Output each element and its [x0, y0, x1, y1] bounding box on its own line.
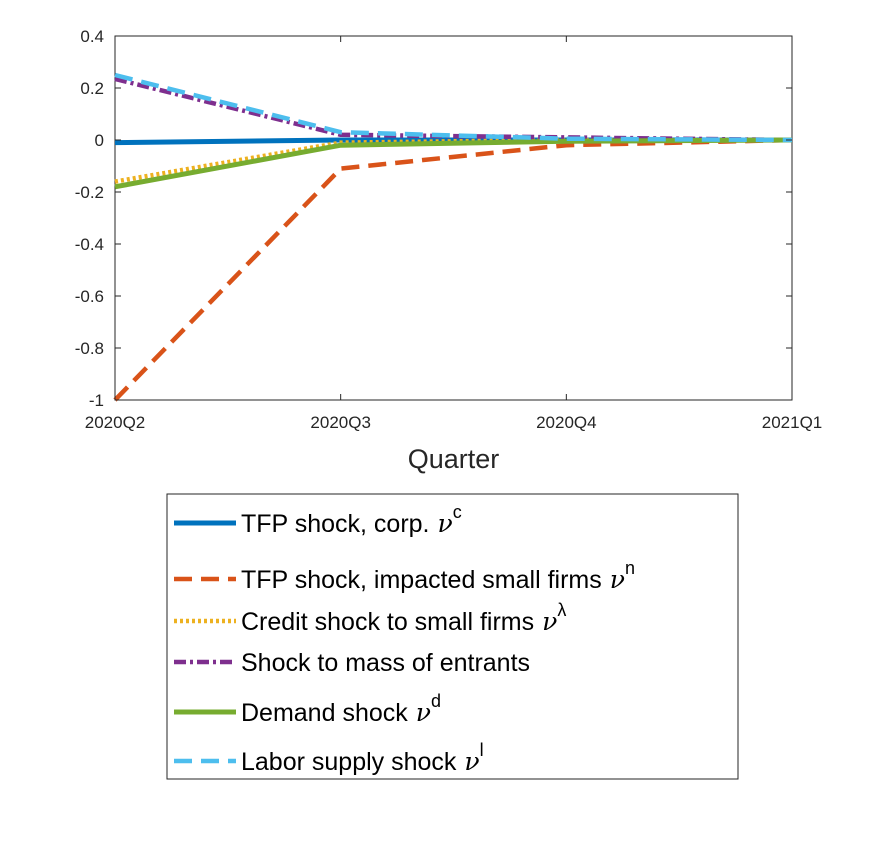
x-axis: 2020Q2 2020Q3 2020Q4 2021Q1: [85, 36, 823, 432]
legend-label-6: Labor supply shock νl: [241, 740, 484, 776]
legend-superscript: d: [431, 691, 441, 711]
legend-name: Credit shock to small firms: [241, 608, 534, 636]
legend-label-2: TFP shock, impacted small firms νn: [241, 558, 635, 594]
series-layer: [113, 72, 793, 402]
legend-label-4: Shock to mass of entrants: [241, 649, 530, 677]
legend-label-3: Credit shock to small firms νλ: [241, 600, 566, 636]
legend-label-5: Demand shock νd: [241, 691, 441, 727]
legend-superscript: c: [453, 502, 462, 522]
legend-label-1: TFP shock, corp. νc: [241, 502, 462, 538]
y-tick-label: -1: [89, 391, 104, 410]
series-line-6: [114, 72, 793, 143]
y-tick-label: 0.4: [80, 27, 104, 46]
legend-symbol: ν: [416, 698, 431, 727]
legend-box: [166, 493, 739, 780]
legend-name: Shock to mass of entrants: [241, 649, 530, 677]
legend-name: TFP shock, corp.: [241, 510, 430, 538]
x-tick-label: 2020Q2: [85, 413, 146, 432]
x-tick-label: 2021Q1: [762, 413, 823, 432]
legend-superscript: l: [480, 740, 484, 760]
x-axis-label: Quarter: [408, 444, 500, 474]
y-tick-label: -0.8: [75, 339, 104, 358]
legend-name: Demand shock: [241, 699, 408, 727]
y-axis: 0.4 0.2 0 -0.2 -0.4 -0.6 -0.8 -1: [75, 27, 792, 410]
axes-box: [114, 35, 793, 401]
legend-symbol: ν: [464, 747, 479, 776]
y-tick-label: -0.2: [75, 183, 104, 202]
y-tick-label: -0.6: [75, 287, 104, 306]
legend-name: Labor supply shock: [241, 748, 457, 776]
x-tick-label: 2020Q4: [536, 413, 597, 432]
legend-superscript: λ: [557, 600, 566, 620]
x-tick-label: 2020Q3: [310, 413, 371, 432]
legend-symbol: ν: [542, 607, 557, 636]
legend-symbol: ν: [610, 565, 625, 594]
y-tick-label: -0.4: [75, 235, 104, 254]
y-tick-label: 0: [95, 131, 104, 150]
y-tick-label: 0.2: [80, 79, 104, 98]
series-line-3: [114, 137, 792, 184]
legend-symbol: ν: [438, 509, 453, 538]
legend-name: TFP shock, impacted small firms: [241, 566, 602, 594]
legend-superscript: n: [625, 558, 635, 578]
plot-area: [114, 35, 793, 401]
